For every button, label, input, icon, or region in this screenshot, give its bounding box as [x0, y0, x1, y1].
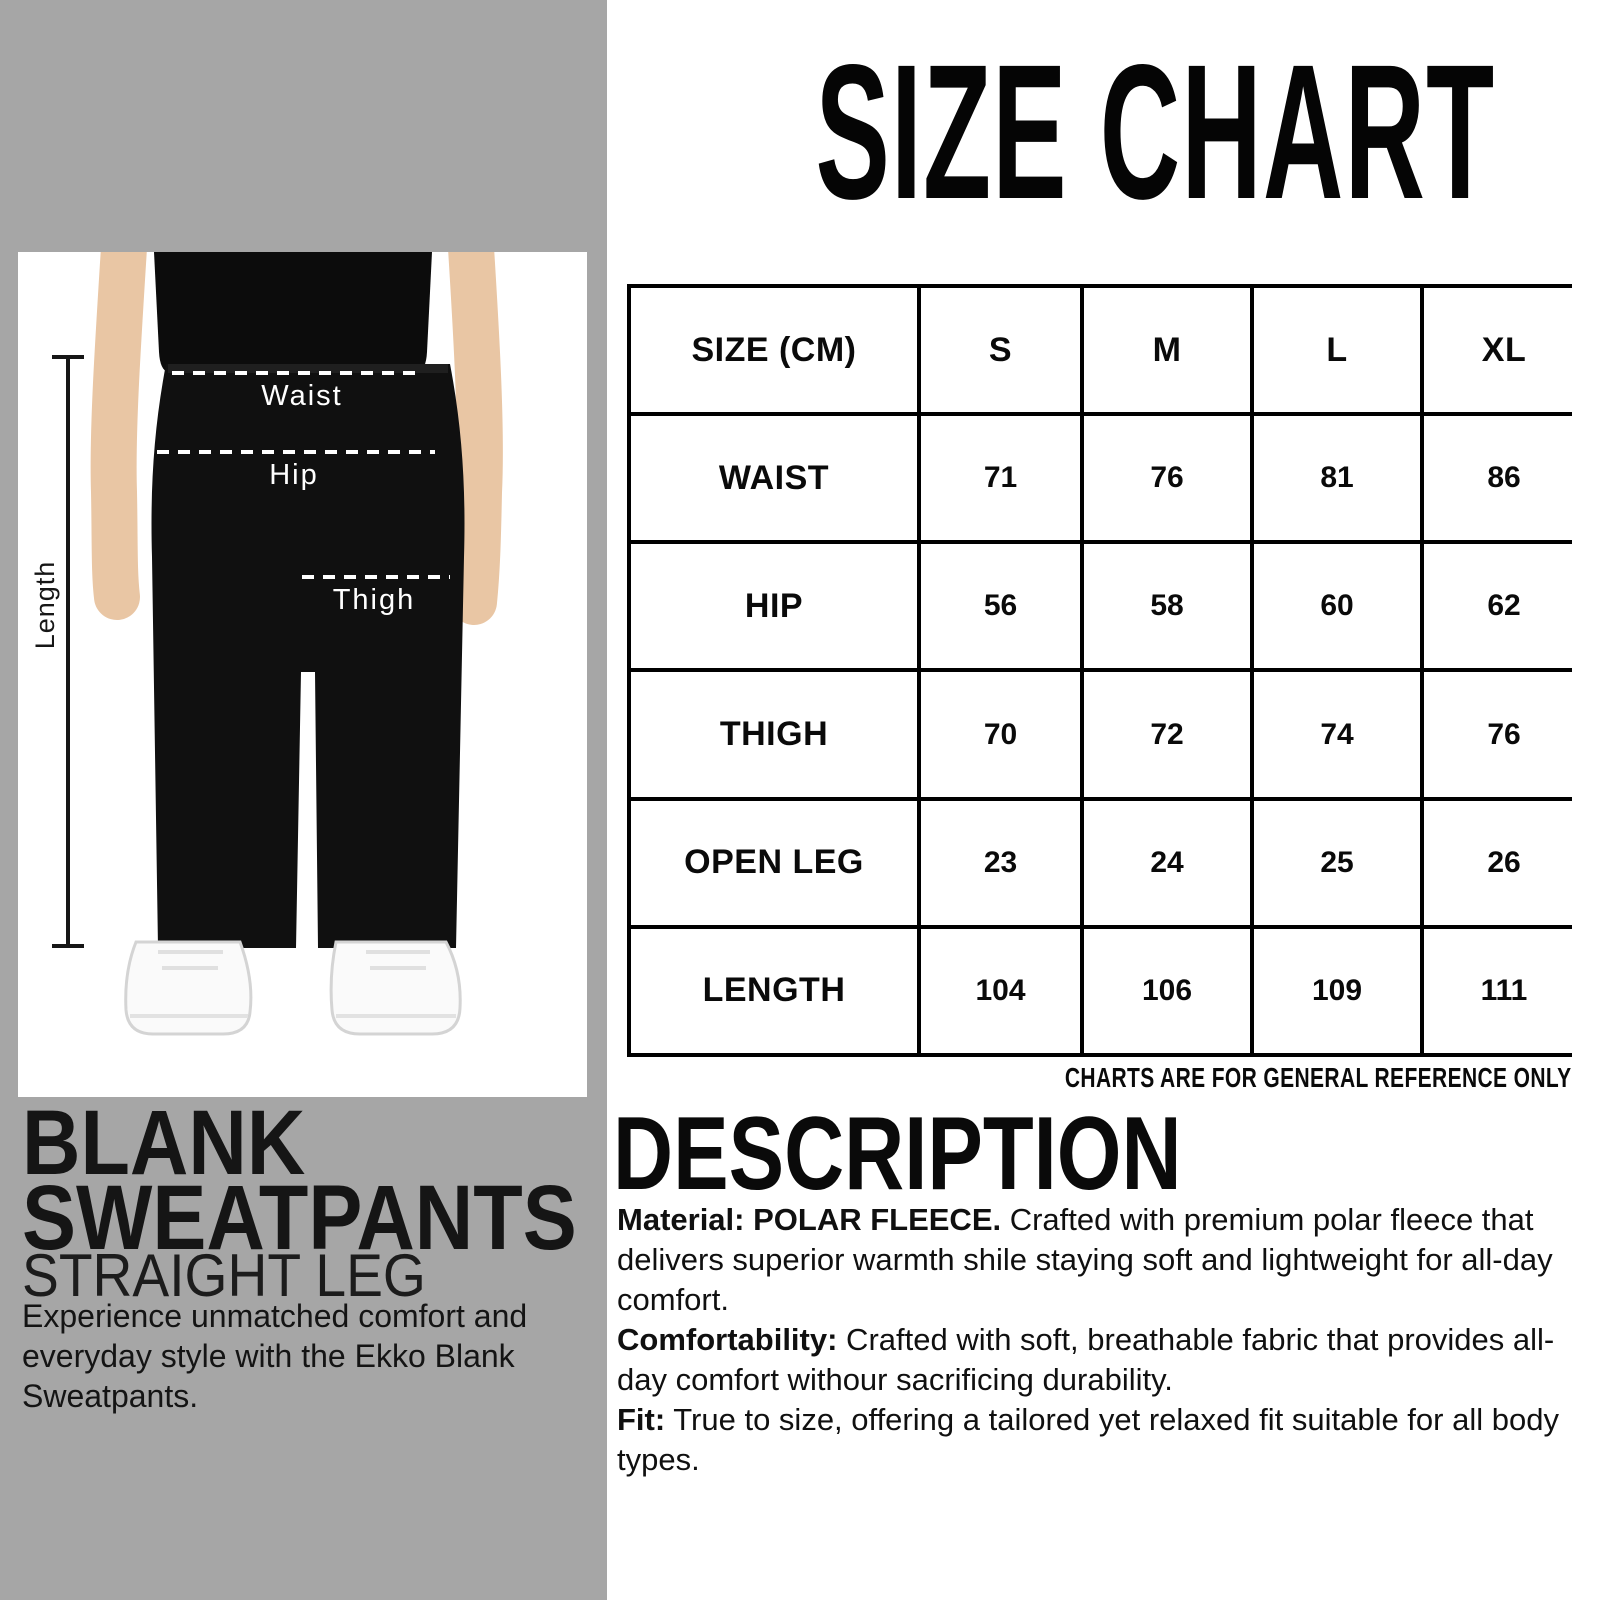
model-sweatpants [151, 364, 465, 948]
table-cell: 60 [1254, 544, 1420, 669]
row-label-length: LENGTH [631, 928, 917, 1053]
right-laces [366, 950, 430, 970]
table-cell: 76 [1084, 416, 1250, 541]
table-header-xl: XL [1424, 288, 1584, 413]
model-figure-illustration: Length Waist Hip Thigh [30, 252, 503, 1036]
description-material-text: Crafted with premium polar fleece that d… [617, 1202, 1553, 1317]
table-cell: 109 [1254, 928, 1420, 1053]
description-material: Material: POLAR FLEECE. Crafted with pre… [617, 1200, 1569, 1320]
product-photo: Length Waist Hip Thigh [18, 252, 587, 1097]
left-sneaker [124, 940, 253, 1036]
length-label: Length [30, 561, 60, 650]
table-cell: 56 [921, 544, 1080, 669]
description-material-lead: Material: POLAR FLEECE. [617, 1202, 1002, 1237]
table-cell: 26 [1424, 800, 1584, 925]
description-comfortability-lead: Comfortability: [617, 1321, 838, 1357]
hip-label: Hip [269, 459, 319, 491]
row-label-thigh: THIGH [631, 672, 917, 797]
product-title-line2: SWEATPANTS [22, 1166, 577, 1269]
table-cell: 106 [1084, 928, 1250, 1053]
table-cell: 72 [1084, 672, 1250, 797]
size-table: SIZE (CM) S M L XL WAIST 71 76 81 86 HIP… [627, 284, 1584, 1057]
right-sneaker [329, 940, 462, 1036]
waist-label: Waist [261, 380, 342, 412]
table-cell: 74 [1254, 672, 1420, 797]
table-cell: 104 [921, 928, 1080, 1053]
row-label-open-leg: OPEN LEG [631, 800, 917, 925]
product-title: BLANK SWEATPANTS [22, 1092, 577, 1269]
description-comfortability-text: Crafted with soft, breathable fabric tha… [617, 1321, 1555, 1397]
table-header-l: L [1254, 288, 1420, 413]
model-left-arm [448, 252, 503, 625]
left-panel: Length Waist Hip Thigh BLANK SWEATPANTS … [0, 0, 607, 1600]
table-header-size: SIZE (CM) [631, 288, 917, 413]
description-fit-lead: Fit: [617, 1401, 666, 1437]
row-label-hip: HIP [631, 544, 917, 669]
table-header-m: M [1084, 288, 1250, 413]
product-title-line1: BLANK [22, 1092, 306, 1194]
sweatpants-waistband [168, 364, 448, 373]
table-cell: 62 [1424, 544, 1584, 669]
model-right-arm [90, 252, 147, 620]
description-fit: Fit: True to size, offering a tailored y… [617, 1400, 1569, 1480]
size-chart-title: SIZE CHART [815, 24, 1496, 239]
description-fit-text: True to size, offering a tailored yet re… [617, 1401, 1559, 1477]
product-description: Experience unmatched comfort and everyda… [22, 1298, 528, 1414]
description-comfortability: Comfortability: Crafted with soft, breat… [617, 1320, 1569, 1400]
table-cell: 70 [921, 672, 1080, 797]
left-laces [158, 950, 223, 970]
model-tank-top [154, 252, 432, 372]
model-sneakers [124, 940, 462, 1036]
product-subtitle: STRAIGHT LEG [22, 1242, 426, 1309]
table-cell: 81 [1254, 416, 1420, 541]
length-measure-line [52, 355, 84, 948]
table-cell: 23 [921, 800, 1080, 925]
row-label-waist: WAIST [631, 416, 917, 541]
table-cell: 111 [1424, 928, 1584, 1053]
table-cell: 24 [1084, 800, 1250, 925]
description-body: Material: POLAR FLEECE. Crafted with pre… [617, 1200, 1569, 1480]
table-header-s: S [921, 288, 1080, 413]
table-cell: 71 [921, 416, 1080, 541]
table-cell: 76 [1424, 672, 1584, 797]
table-footnote: CHARTS ARE FOR GENERAL REFERENCE ONLY [1065, 1062, 1572, 1093]
description-heading: DESCRIPTION [613, 1096, 1182, 1212]
thigh-label: Thigh [333, 584, 416, 616]
table-cell: 25 [1254, 800, 1420, 925]
table-cell: 86 [1424, 416, 1584, 541]
table-cell: 58 [1084, 544, 1250, 669]
